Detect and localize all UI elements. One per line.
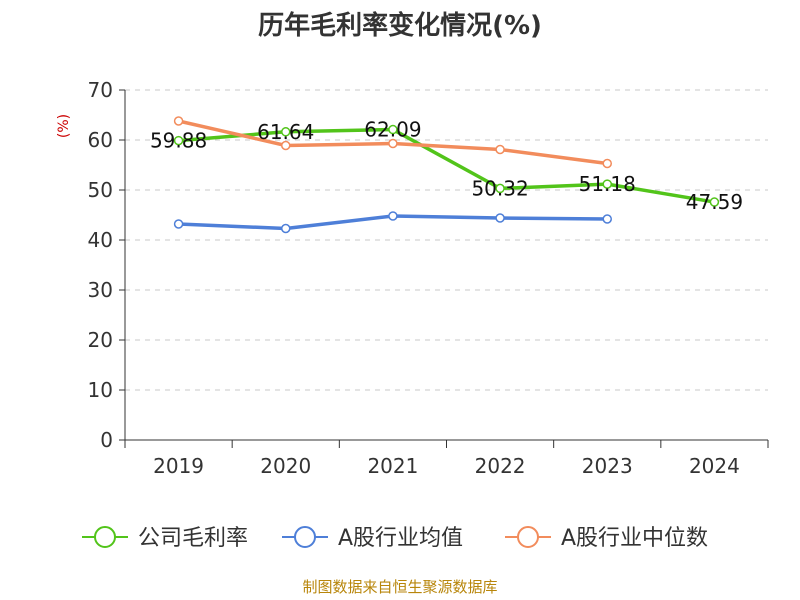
- legend: 公司毛利率 A股行业均值 A股行业中位数: [82, 526, 708, 551]
- legend-marker: [517, 526, 539, 548]
- legend-label: A股行业均值: [338, 526, 463, 551]
- data-label: 51.18: [579, 172, 636, 196]
- y-axis-label: (%): [56, 114, 72, 138]
- series-2: [173, 211, 612, 234]
- source-note: 制图数据来自恒生聚源数据库: [302, 578, 497, 596]
- y-tick-label: 20: [88, 328, 113, 352]
- data-labels: 59.88 61.64 62.09 50.32 51.18 47.59: [150, 118, 743, 215]
- y-tick-label: 0: [100, 428, 113, 452]
- x-tick-label: 2020: [260, 454, 311, 478]
- axes: [119, 89, 769, 448]
- x-tick-label: 2022: [475, 454, 526, 478]
- data-point: [495, 213, 505, 223]
- legend-label: 公司毛利率: [138, 526, 248, 551]
- x-tick-labels: 2019 2020 2021 2022 2023 2024: [153, 454, 740, 478]
- y-tick-label: 10: [88, 378, 113, 402]
- legend-item-3: A股行业中位数: [505, 526, 708, 551]
- y-tick-label: 70: [88, 78, 113, 102]
- series-1: [173, 124, 720, 207]
- data-point: [602, 158, 612, 169]
- legend-marker: [294, 526, 316, 548]
- data-point: [173, 219, 184, 229]
- data-point: [388, 138, 398, 149]
- data-point: [281, 223, 291, 234]
- y-tick-label: 30: [88, 278, 113, 302]
- y-tick-label: 60: [88, 128, 113, 152]
- data-label: 61.64: [257, 120, 314, 144]
- legend-label: A股行业中位数: [561, 526, 708, 551]
- data-label: 62.09: [364, 118, 421, 142]
- data-label: 47.59: [686, 190, 743, 214]
- data-point: [388, 211, 398, 221]
- legend-marker: [94, 526, 116, 548]
- series-lines: [173, 116, 720, 234]
- data-point: [602, 179, 612, 189]
- chart-title: 历年毛利率变化情况(%): [258, 10, 542, 41]
- series-line: [178, 127, 715, 204]
- y-tick-label: 40: [88, 228, 113, 252]
- x-tick-label: 2023: [582, 454, 633, 478]
- data-point: [281, 140, 291, 151]
- data-point: [173, 135, 184, 146]
- data-point: [495, 183, 505, 194]
- y-tick-labels: 0 10 20 30 40 50 60 70: [88, 78, 113, 452]
- data-label: 50.32: [471, 176, 528, 200]
- x-tick-label: 2021: [367, 454, 418, 478]
- data-point: [281, 127, 291, 137]
- x-tick-label: 2019: [153, 454, 204, 478]
- y-tick-label: 50: [88, 178, 113, 202]
- x-tick-label: 2024: [689, 454, 740, 478]
- grid-lines: [125, 89, 768, 391]
- data-label: 59.88: [150, 129, 207, 153]
- data-point: [173, 116, 184, 126]
- legend-item-2: A股行业均值: [282, 526, 463, 551]
- legend-item-1: 公司毛利率: [82, 526, 248, 551]
- series-3: [173, 116, 612, 169]
- data-point: [602, 214, 612, 224]
- data-point: [388, 124, 398, 135]
- data-point: [495, 144, 505, 155]
- data-point: [709, 197, 720, 207]
